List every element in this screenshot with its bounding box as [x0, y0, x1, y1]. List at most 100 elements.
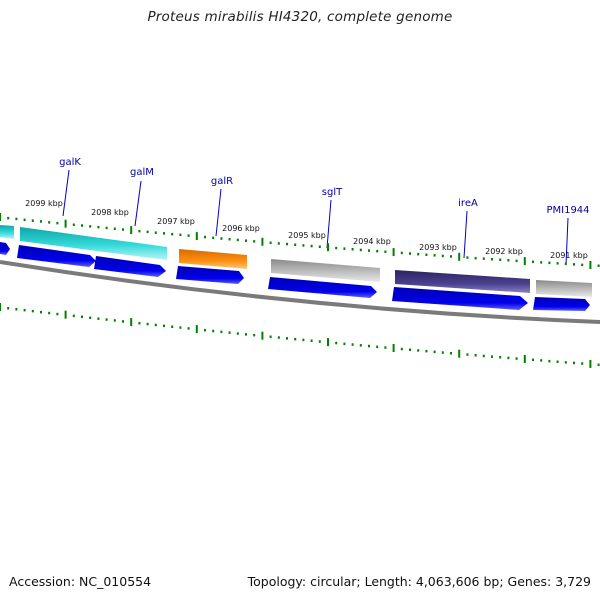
scale-tick-major: [261, 331, 264, 340]
scale-tick-minor: [532, 260, 534, 264]
scale-tick-minor: [269, 335, 272, 338]
scale-tick-minor: [56, 312, 59, 316]
scale-tick-minor: [359, 248, 362, 252]
scale-tick-minor: [540, 261, 543, 264]
scale-tick-minor: [581, 362, 584, 365]
scale-tick-minor: [564, 262, 567, 266]
scale-tick-major: [327, 338, 329, 347]
scale-tick-minor: [269, 241, 272, 244]
scale-tick-minor: [204, 235, 206, 239]
scale-tick-minor: [441, 351, 444, 354]
scale-tick-minor: [146, 322, 149, 326]
scale-tick-minor: [286, 337, 288, 340]
scale-tick-minor: [318, 340, 321, 343]
scale-tick-minor: [31, 309, 34, 313]
scale-tick-minor: [400, 347, 403, 351]
scale-tick-major: [523, 257, 526, 266]
scale-tick-minor: [15, 217, 18, 221]
gene-block-galR: [179, 249, 247, 269]
scale-tick-minor: [499, 258, 502, 261]
scale-tick-minor: [138, 229, 141, 233]
scale-tick-minor: [466, 353, 469, 356]
scale-tick-minor: [187, 234, 190, 237]
scale-tick-minor: [31, 219, 34, 222]
gene-block-sglT: [271, 259, 380, 282]
scale-tick-minor: [81, 315, 83, 319]
gene-label-galR: galR: [211, 176, 233, 187]
scale-tick-minor: [425, 349, 428, 353]
scale-tick-minor: [253, 333, 256, 337]
scale-tick-minor: [146, 230, 149, 234]
scale-tick-minor: [441, 254, 444, 258]
scale-tick-minor: [154, 231, 157, 234]
scale-tick-minor: [163, 324, 165, 328]
scale-tick-minor: [318, 245, 321, 248]
scale-tick-minor: [302, 338, 305, 342]
gene-label-lines: [62, 169, 569, 266]
scale-tick-minor: [277, 242, 280, 245]
scale-tick-minor: [532, 358, 534, 362]
scale-tick-minor: [105, 226, 108, 230]
scale-tick-minor: [138, 322, 141, 325]
kbp-label: 2091 kbp: [550, 251, 588, 260]
scale-tick-minor: [163, 232, 165, 235]
scale-tick-minor: [540, 359, 543, 362]
scale-tick-minor: [335, 341, 338, 345]
scale-tick-minor: [179, 233, 182, 237]
scale-tick-minor: [507, 356, 510, 360]
scale-tick-major: [195, 232, 198, 241]
scale-tick-minor: [450, 255, 452, 258]
scale-tick-minor: [376, 249, 379, 253]
scale-tick-minor: [48, 311, 51, 315]
genome-summary-text: Topology: circular; Length: 4,063,606 bp…: [247, 574, 591, 589]
scale-tick-minor: [294, 337, 297, 341]
scale-tick-minor: [335, 246, 338, 250]
scale-tick-major: [392, 344, 395, 352]
gene-label-PMI1944: PMI1944: [546, 205, 589, 216]
kbp-label: 2093 kbp: [419, 243, 457, 252]
accession-text: Accession: NC_010554: [9, 574, 152, 589]
kbp-label: 2096 kbp: [222, 224, 260, 233]
scale-tick-minor: [597, 363, 600, 366]
scale-tick-minor: [384, 250, 387, 253]
scale-tick-minor: [56, 221, 59, 225]
scale-tick-minor: [23, 218, 26, 222]
scale-tick-minor: [482, 257, 485, 260]
kbp-label: 2098 kbp: [91, 208, 129, 217]
scale-tick-minor: [89, 316, 92, 319]
cds-arrow: [268, 277, 377, 298]
scale-tick-minor: [556, 360, 559, 363]
scale-tick-minor: [15, 308, 18, 311]
scale-tick-minor: [72, 223, 75, 226]
scale-tick-minor: [40, 220, 42, 223]
cds-arrow: [0, 242, 10, 255]
scale-tick-minor: [253, 240, 256, 243]
scale-tick-minor: [228, 331, 231, 334]
scale-tick-minor: [548, 261, 551, 265]
scale-tick-minor: [573, 361, 575, 365]
scale-tick-minor: [48, 221, 51, 224]
scale-tick-minor: [581, 263, 584, 267]
scale-tick-minor: [417, 349, 420, 352]
scale-tick-minor: [548, 359, 551, 363]
gene-block-ireA: [395, 270, 530, 293]
gene-label-ireA: ireA: [458, 198, 478, 209]
scale-tick-minor: [573, 263, 575, 266]
scale-tick-major: [0, 303, 1, 311]
scale-tick-minor: [310, 244, 313, 248]
scale-tick-major: [589, 261, 592, 269]
scale-tick-minor: [23, 308, 26, 312]
scale-tick-minor: [286, 242, 288, 246]
scale-tick-major: [64, 219, 67, 228]
scale-tick-minor: [564, 361, 567, 364]
scale-tick-major: [523, 355, 526, 363]
scale-tick-minor: [359, 344, 362, 347]
scale-tick-minor: [466, 256, 469, 259]
scale-tick-minor: [277, 336, 280, 339]
gene-label-galM: galM: [130, 167, 154, 178]
scale-tick-major: [392, 248, 395, 257]
scale-tick-minor: [450, 352, 452, 355]
scale-tick-minor: [491, 258, 493, 261]
scale-tick-minor: [425, 253, 428, 256]
scale-tick-minor: [72, 314, 75, 318]
